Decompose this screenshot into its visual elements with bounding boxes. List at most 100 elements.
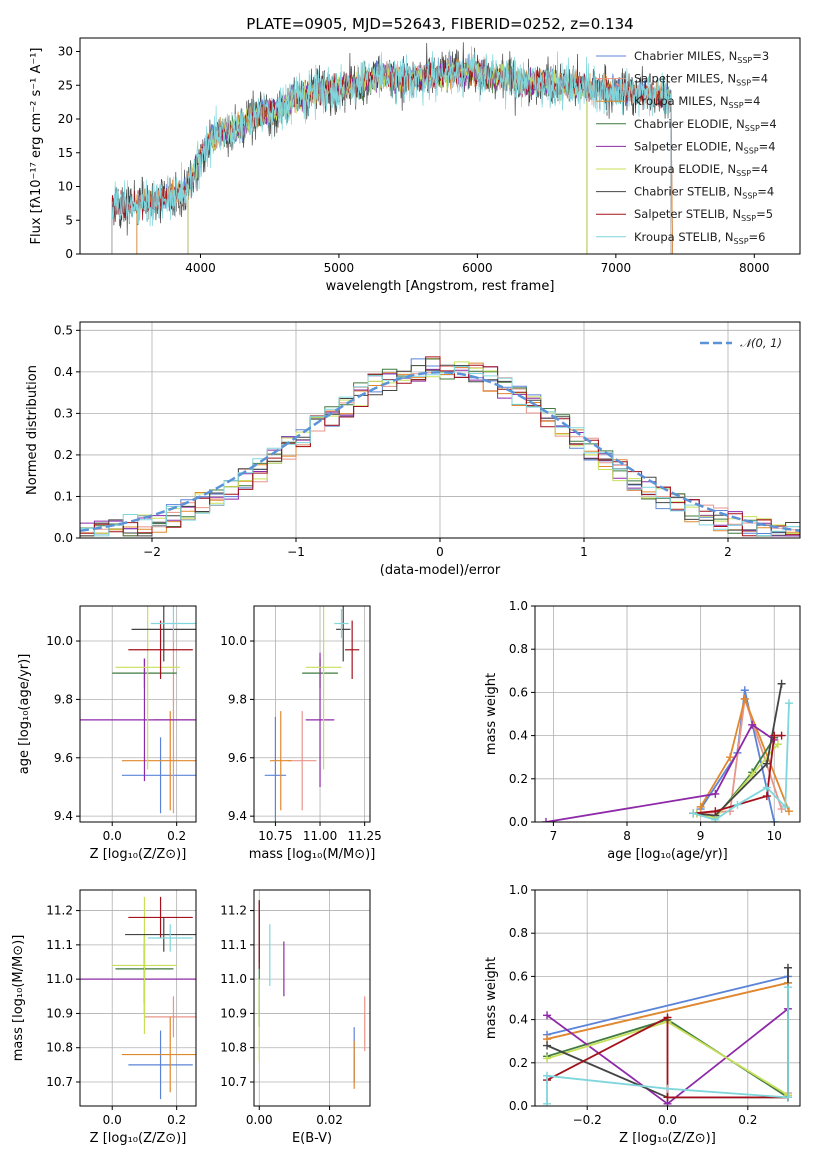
legend-entry: Chabrier MILES, NSSP=3 — [634, 49, 769, 65]
y-tick-label: 20 — [58, 112, 73, 126]
age-vs-Z-ticks: 0.0 0.2 9.4 9.6 9.8 10.0 — [46, 634, 186, 843]
weight-point-marker — [663, 1013, 672, 1022]
x-tick-label: 2 — [724, 545, 732, 559]
weight-series-line — [546, 1015, 788, 1099]
y-tick-label: 9.8 — [228, 692, 247, 706]
spectrum-frame — [79, 37, 801, 255]
errorbar-point — [144, 996, 196, 1038]
weight-point-marker — [770, 731, 779, 740]
mass-vs-EBV-gridlines — [254, 890, 370, 1106]
weight-point-marker — [543, 1071, 552, 1080]
weight-vs-age-data — [542, 679, 793, 822]
y-tick-label: 0.8 — [509, 642, 528, 656]
legend-entry: 𝒩(0, 1) — [740, 336, 782, 350]
x-tick-label: 9 — [697, 829, 705, 843]
x-tick-label: −2 — [143, 545, 161, 559]
y-tick-label: 11.2 — [46, 904, 73, 918]
y-tick-label: 0.0 — [509, 1099, 528, 1113]
weight-series-line — [693, 683, 783, 817]
weight-point-marker — [543, 1011, 552, 1020]
x-tick-label: 1 — [580, 545, 588, 559]
weight-point-marker — [777, 731, 786, 740]
weight-vs-age-frame — [534, 605, 801, 823]
weight-point-marker — [777, 679, 786, 688]
weight-point-marker — [784, 699, 793, 708]
y-tick-label: 10.0 — [220, 634, 247, 648]
errorbar-point — [150, 606, 196, 642]
errorbar-point — [336, 606, 351, 662]
legend-entry: Salpeter STELIB, NSSP=5 — [634, 207, 773, 223]
spectrum-xlabel: wavelength [Angstrom, rest frame] — [326, 279, 555, 294]
errorbar-point — [121, 1016, 196, 1093]
errorbar-point — [128, 896, 193, 938]
errorbar-point — [305, 652, 335, 787]
residual-histogram-panel: −2 −1 0 1 2 0.0 0.1 0.2 0.3 0.4 0.5 (data-model)/er… — [25, 321, 801, 578]
legend-entry: Salpeter ELODIE, NSSP=4 — [634, 139, 776, 155]
y-tick-label: 0.6 — [509, 969, 528, 983]
weight-vs-Z-data — [543, 963, 792, 1106]
errorbar-point — [147, 924, 193, 952]
y-tick-label: 10.8 — [220, 1041, 247, 1055]
weight-series-line — [699, 695, 790, 812]
y-tick-label: 9.6 — [54, 751, 73, 765]
spectrum-legend: Chabrier MILES, NSSP=3 Salpeter MILES, NS… — [596, 49, 777, 246]
mass-vs-extinction-panel: 0.00 0.02 10.7 10.8 10.9 11.0 11.1 11.2 E(B-V) — [220, 889, 371, 1146]
mass-vs-EBV-data — [258, 900, 366, 1089]
mass-vs-metallicity-panel: 0.0 0.2 10.7 10.8 10.9 11.0 11.1 11.2 Z [log₁₀(Z… — [11, 889, 197, 1146]
x-tick-label: 0 — [436, 545, 444, 559]
x-tick-label: 7 — [550, 829, 558, 843]
weight-point-marker — [711, 815, 720, 822]
mass-vs-Z-ylabel: mass [log₁₀(M/M⊙)] — [11, 935, 26, 1062]
mass-vs-Z-xlabel: Z [log₁₀(Z/Z⊙)] — [90, 1131, 187, 1146]
errorbar-point — [128, 1030, 193, 1100]
y-tick-label: 0.4 — [509, 1013, 528, 1027]
y-tick-label: 0.0 — [509, 815, 528, 829]
y-tick-label: 5 — [65, 213, 73, 227]
x-tick-label: 8000 — [739, 261, 770, 275]
residuals-xlabel: (data-model)/error — [380, 563, 501, 578]
errorbar-point — [264, 716, 287, 822]
y-tick-label: 10.0 — [46, 634, 73, 648]
age-vs-mass-ticks: 10.75 11.00 11.25 9.4 9.6 9.8 10.0 — [220, 634, 382, 843]
legend-entry: Kroupa ELODIE, NSSP=4 — [634, 162, 768, 178]
x-tick-label: 0.0 — [658, 1113, 677, 1127]
errorbar-point — [125, 917, 196, 952]
weight-point-marker — [740, 694, 749, 703]
y-tick-label: 0.8 — [509, 926, 528, 940]
weight-series-line — [545, 723, 775, 822]
age-vs-mass-xlabel: mass [log₁₀(M/M⊙)] — [249, 847, 376, 862]
mass-vs-EBV-frame — [253, 889, 371, 1107]
weight-point-marker — [781, 802, 790, 811]
y-tick-label: 11.0 — [46, 972, 73, 986]
weight-point-marker — [542, 818, 551, 822]
y-tick-label: 9.4 — [228, 809, 247, 823]
weight-point-marker — [726, 753, 735, 762]
mass-vs-EBV-xlabel: E(B-V) — [292, 1131, 332, 1146]
errorbar-point — [115, 606, 180, 770]
mass-vs-Z-gridlines — [80, 890, 196, 1106]
mass-vs-Z-data — [80, 896, 196, 1100]
legend-entry: Chabrier ELODIE, NSSP=4 — [634, 117, 777, 133]
weight-point-marker — [784, 807, 793, 816]
weight-point-marker — [733, 800, 742, 809]
weight-point-marker — [748, 720, 757, 729]
x-tick-label: 0.2 — [738, 1113, 757, 1127]
y-tick-label: 9.8 — [54, 692, 73, 706]
y-tick-label: 0.1 — [54, 489, 73, 503]
errorbar-point — [270, 711, 292, 811]
age-vs-Z-data — [80, 606, 196, 814]
figure-title: PLATE=0905, MJD=52643, FIBERID=0252, z=0… — [246, 15, 633, 33]
residuals-ticks: −2 −1 0 1 2 0.0 0.1 0.2 0.3 0.4 0.5 — [54, 323, 732, 559]
weight-point-marker — [762, 783, 771, 792]
y-tick-label: 0.0 — [54, 531, 73, 545]
weight-point-marker — [773, 740, 782, 749]
weight-point-marker — [783, 983, 792, 992]
weight-point-marker — [711, 807, 720, 816]
weight-point-marker — [783, 963, 792, 972]
weight-vs-age-panel: 7 8 9 10 0.0 0.2 0.4 0.6 0.8 1.0 age [log₁₀(age/yr… — [484, 599, 801, 862]
weight-vs-age-ticks: 7 8 9 10 0.0 0.2 0.4 0.6 0.8 1.0 — [509, 599, 782, 843]
legend-entry: Kroupa STELIB, NSSP=6 — [634, 230, 765, 246]
legend-entry: Salpeter MILES, NSSP=4 — [634, 72, 768, 88]
age-vs-Z-ylabel: age [log₁₀(age/yr)] — [17, 654, 32, 775]
y-tick-label: 9.4 — [54, 809, 73, 823]
